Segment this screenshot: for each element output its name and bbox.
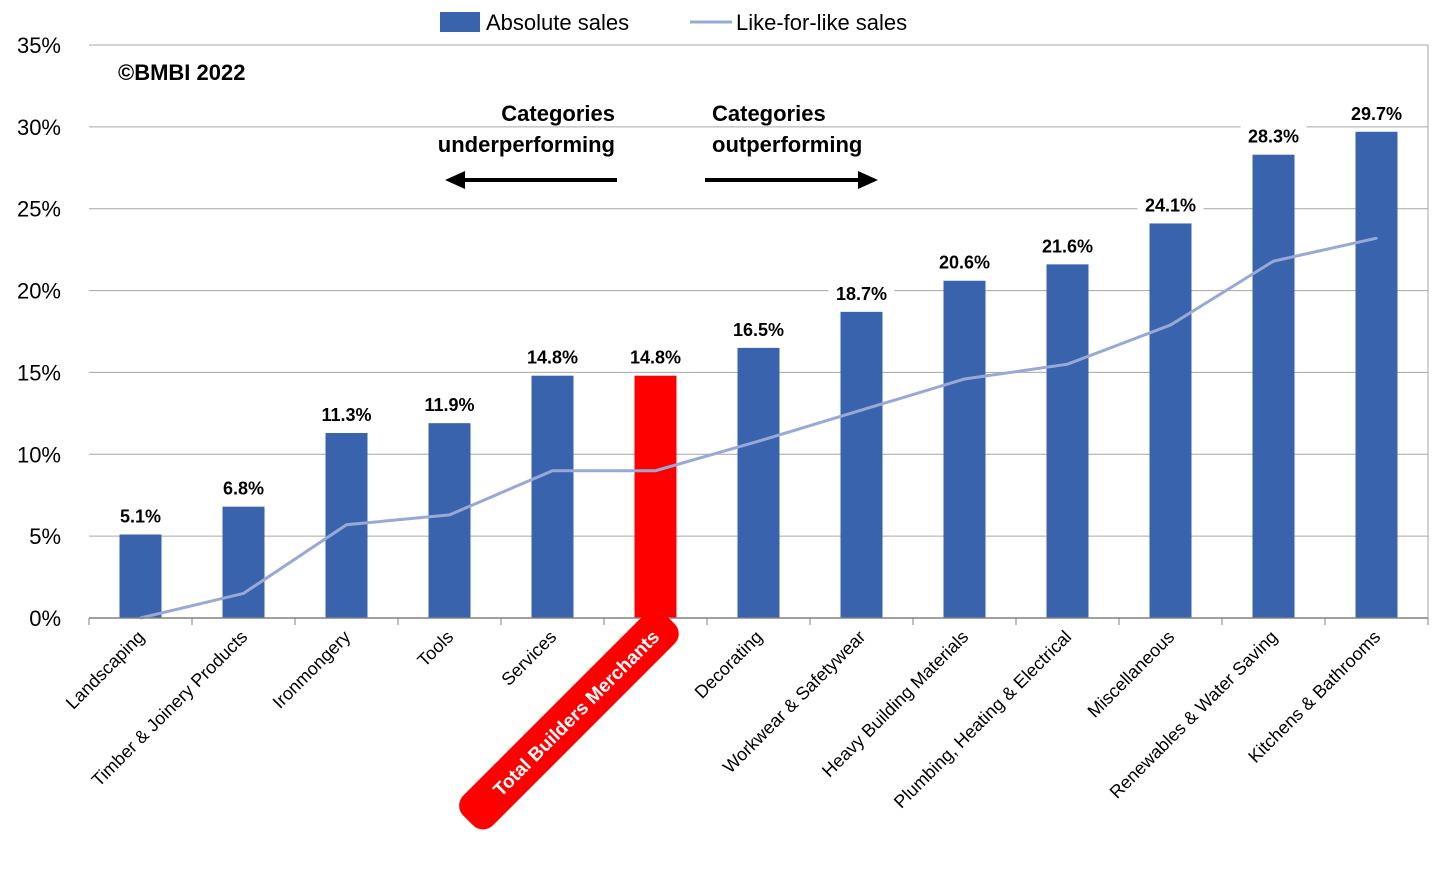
x-tick-label: Landscaping	[62, 627, 148, 713]
like-for-like-point	[860, 408, 863, 412]
data-label-bg	[828, 281, 895, 306]
like-for-like-point	[242, 592, 245, 595]
data-label: 24.1%	[1145, 195, 1196, 215]
legend: Absolute sales Like-for-like sales	[440, 10, 907, 35]
data-label: 11.9%	[424, 395, 474, 415]
data-label: 16.5%	[733, 320, 784, 340]
data-label-bg	[725, 317, 792, 342]
bar	[222, 506, 265, 618]
bar	[737, 347, 780, 618]
y-tick-label: 20%	[17, 279, 61, 304]
copyright-label: ©BMBI 2022	[118, 60, 245, 85]
bar	[1046, 264, 1089, 618]
x-tick: Landscaping	[62, 627, 148, 713]
outperforming-annotation: Categories outperforming	[705, 101, 878, 189]
data-label-bg	[622, 345, 689, 370]
like-for-like-point	[654, 469, 657, 472]
outperforming-line1: Categories	[712, 101, 826, 126]
data-label-bg	[313, 403, 380, 428]
data-label-bg	[1137, 193, 1204, 218]
x-tick-label: Plumbing, Heating & Electrical	[890, 627, 1075, 812]
data-label: 29.7%	[1351, 104, 1402, 124]
legend-label-absolute-sales: Absolute sales	[486, 10, 629, 35]
x-tick: Renewables & Water Saving	[1106, 627, 1282, 803]
like-for-like-point	[448, 513, 451, 517]
x-tick-label: Total Builders Merchants	[490, 627, 664, 801]
like-for-like-point	[963, 377, 966, 381]
like-for-like-point	[551, 469, 554, 472]
x-axis	[88, 617, 1429, 625]
x-tick: Decorating	[691, 627, 767, 703]
underperforming-annotation: Categories underperforming	[438, 101, 617, 189]
x-tick-label: Services	[497, 627, 560, 690]
bar	[1149, 223, 1192, 618]
x-tick-label: Renewables & Water Saving	[1106, 627, 1282, 803]
y-tick-label: 25%	[17, 197, 61, 222]
data-label: 11.3%	[321, 405, 371, 425]
like-for-like-point	[345, 523, 348, 526]
x-tick: Miscellaneous	[1084, 627, 1179, 722]
bar	[1355, 131, 1398, 619]
data-label-bg	[210, 476, 277, 501]
y-tick-label: 15%	[17, 360, 61, 385]
outperforming-line2: outperforming	[712, 132, 862, 157]
data-label-bg	[519, 345, 586, 370]
bar-highlight	[634, 375, 677, 618]
data-label: 20.6%	[939, 253, 990, 273]
underperforming-line2: underperforming	[438, 132, 615, 157]
bar	[840, 311, 883, 618]
like-for-like-point	[757, 439, 760, 443]
y-tick-label: 0%	[29, 606, 61, 631]
like-for-like-point	[1169, 323, 1172, 327]
x-tick: Services	[497, 627, 560, 690]
data-label-bg	[1343, 101, 1410, 126]
left-arrow-icon	[445, 171, 465, 189]
x-tick-highlight: Total Builders Merchants	[459, 609, 679, 830]
data-label: 18.7%	[836, 284, 887, 304]
x-tick: Tools	[413, 627, 457, 671]
data-label-bg	[931, 250, 998, 275]
bar	[119, 534, 162, 618]
y-tick-label: 10%	[17, 442, 61, 467]
bar	[943, 280, 986, 618]
x-tick-label: Ironmongery	[269, 627, 355, 713]
data-label-bg	[107, 504, 174, 529]
like-for-like-point	[1066, 363, 1069, 366]
data-label-bg	[1240, 124, 1307, 149]
data-label: 21.6%	[1042, 236, 1093, 256]
y-tick-label: 30%	[17, 115, 61, 140]
bars	[119, 131, 1398, 619]
right-arrow-icon	[858, 171, 878, 189]
bar	[1252, 154, 1295, 618]
x-tick: Plumbing, Heating & Electrical	[890, 627, 1075, 812]
y-axis-ticks: 0% 5% 10% 15% 20% 25% 30% 35%	[17, 33, 61, 631]
y-tick-label: 5%	[29, 524, 61, 549]
underperforming-line1: Categories	[501, 101, 615, 126]
data-label: 28.3%	[1248, 127, 1299, 147]
bar	[428, 423, 471, 618]
data-label: 6.8%	[223, 479, 264, 499]
legend-label-like-for-like: Like-for-like sales	[736, 10, 907, 35]
y-tick-label: 35%	[17, 33, 61, 58]
x-tick: Ironmongery	[269, 627, 355, 713]
x-tick-label: Decorating	[691, 627, 767, 703]
data-labels: 5.1% 6.8% 11.3% 11.9% 14.8% 14.8% 16.5% 18.7% 20…	[107, 101, 1410, 529]
data-label-bg	[1034, 234, 1101, 259]
like-for-like-point	[1272, 259, 1275, 263]
data-label: 14.8%	[527, 348, 578, 368]
legend-swatch-absolute-sales	[440, 12, 480, 32]
data-label: 5.1%	[120, 507, 161, 527]
data-label: 14.8%	[630, 348, 681, 368]
data-label-bg	[416, 393, 483, 418]
like-for-like-point	[1375, 236, 1378, 240]
bar	[531, 375, 574, 618]
x-tick-label: Tools	[413, 627, 457, 671]
x-tick-label: Miscellaneous	[1084, 627, 1179, 722]
highlight-label-box	[459, 609, 679, 830]
